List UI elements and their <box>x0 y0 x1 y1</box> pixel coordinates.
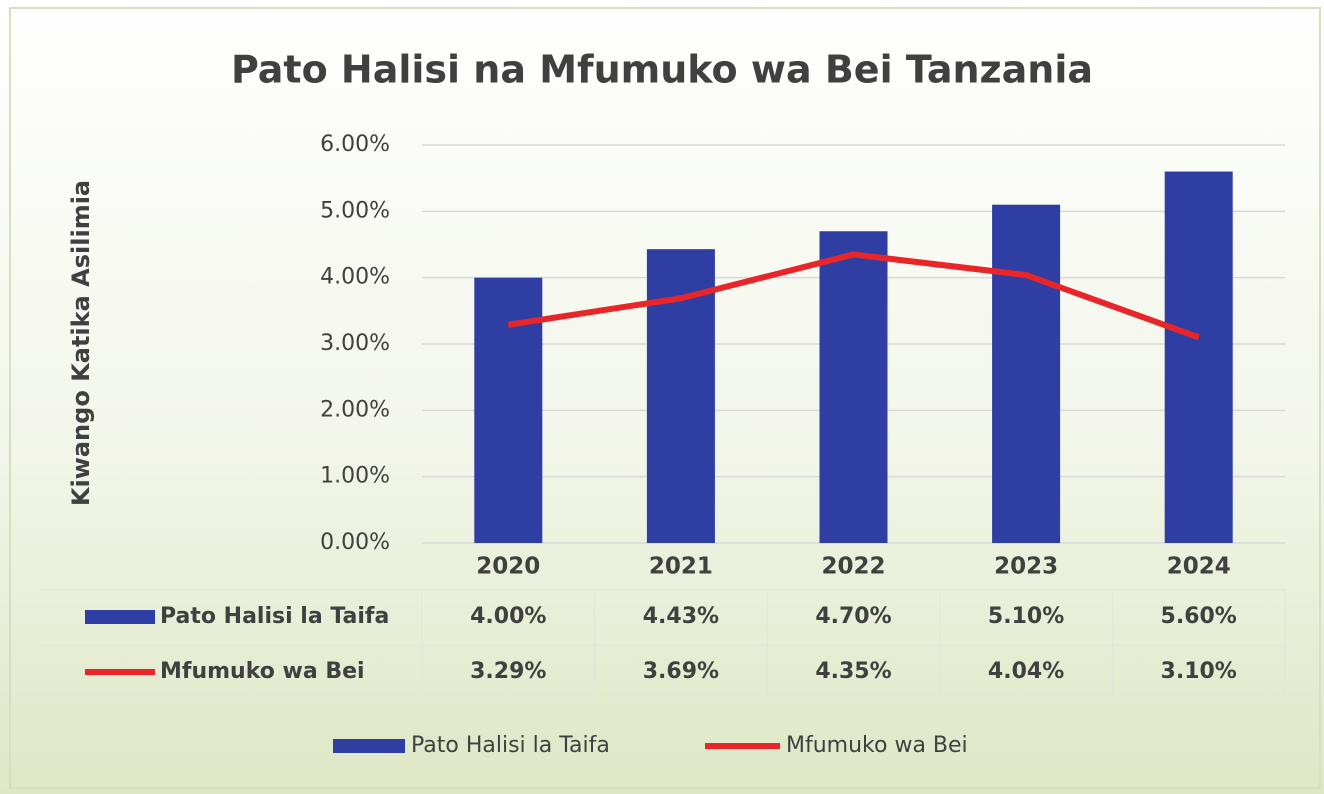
table-cell: 3.29% <box>470 659 546 684</box>
y-tick-label: 5.00% <box>320 198 390 223</box>
table-cell: 4.43% <box>643 604 719 629</box>
table-row-label: Mfumuko wa Bei <box>160 659 365 684</box>
table-cell: 4.04% <box>988 659 1064 684</box>
bar <box>992 204 1061 543</box>
legend-label: Pato Halisi la Taifa <box>411 733 610 758</box>
y-axis-label: Kiwango Katika Asilimia <box>67 180 95 506</box>
x-tick-label: 2024 <box>1167 554 1231 580</box>
y-tick-label: 3.00% <box>320 331 390 356</box>
bar <box>819 231 888 543</box>
bar <box>1164 171 1233 544</box>
x-tick-label: 2021 <box>649 554 713 580</box>
y-tick-label: 6.00% <box>320 132 390 157</box>
y-tick-label: 4.00% <box>320 265 390 290</box>
table-cell: 4.00% <box>470 604 546 629</box>
y-tick-label: 2.00% <box>320 397 390 422</box>
table-cell: 4.70% <box>815 604 891 629</box>
x-tick-label: 2023 <box>994 554 1058 580</box>
table-cell: 4.35% <box>815 659 891 684</box>
bar <box>474 277 543 543</box>
chart-title: Pato Halisi na Mfumuko wa Bei Tanzania <box>231 48 1093 92</box>
table-cell: 3.10% <box>1161 659 1237 684</box>
table-cell: 3.69% <box>643 659 719 684</box>
frame <box>9 7 1321 789</box>
x-tick-label: 2020 <box>476 554 540 580</box>
line <box>507 251 1200 341</box>
y-tick-label: 1.00% <box>320 464 390 489</box>
table-cell: 5.60% <box>1161 604 1237 629</box>
table-row-label: Pato Halisi la Taifa <box>160 604 389 629</box>
table-cell: 5.10% <box>988 604 1064 629</box>
legend-key <box>85 610 155 624</box>
legend-key <box>333 739 405 753</box>
legend-label: Mfumuko wa Bei <box>786 733 968 758</box>
y-tick-label: 0.00% <box>320 530 390 555</box>
x-tick-label: 2022 <box>821 554 885 580</box>
